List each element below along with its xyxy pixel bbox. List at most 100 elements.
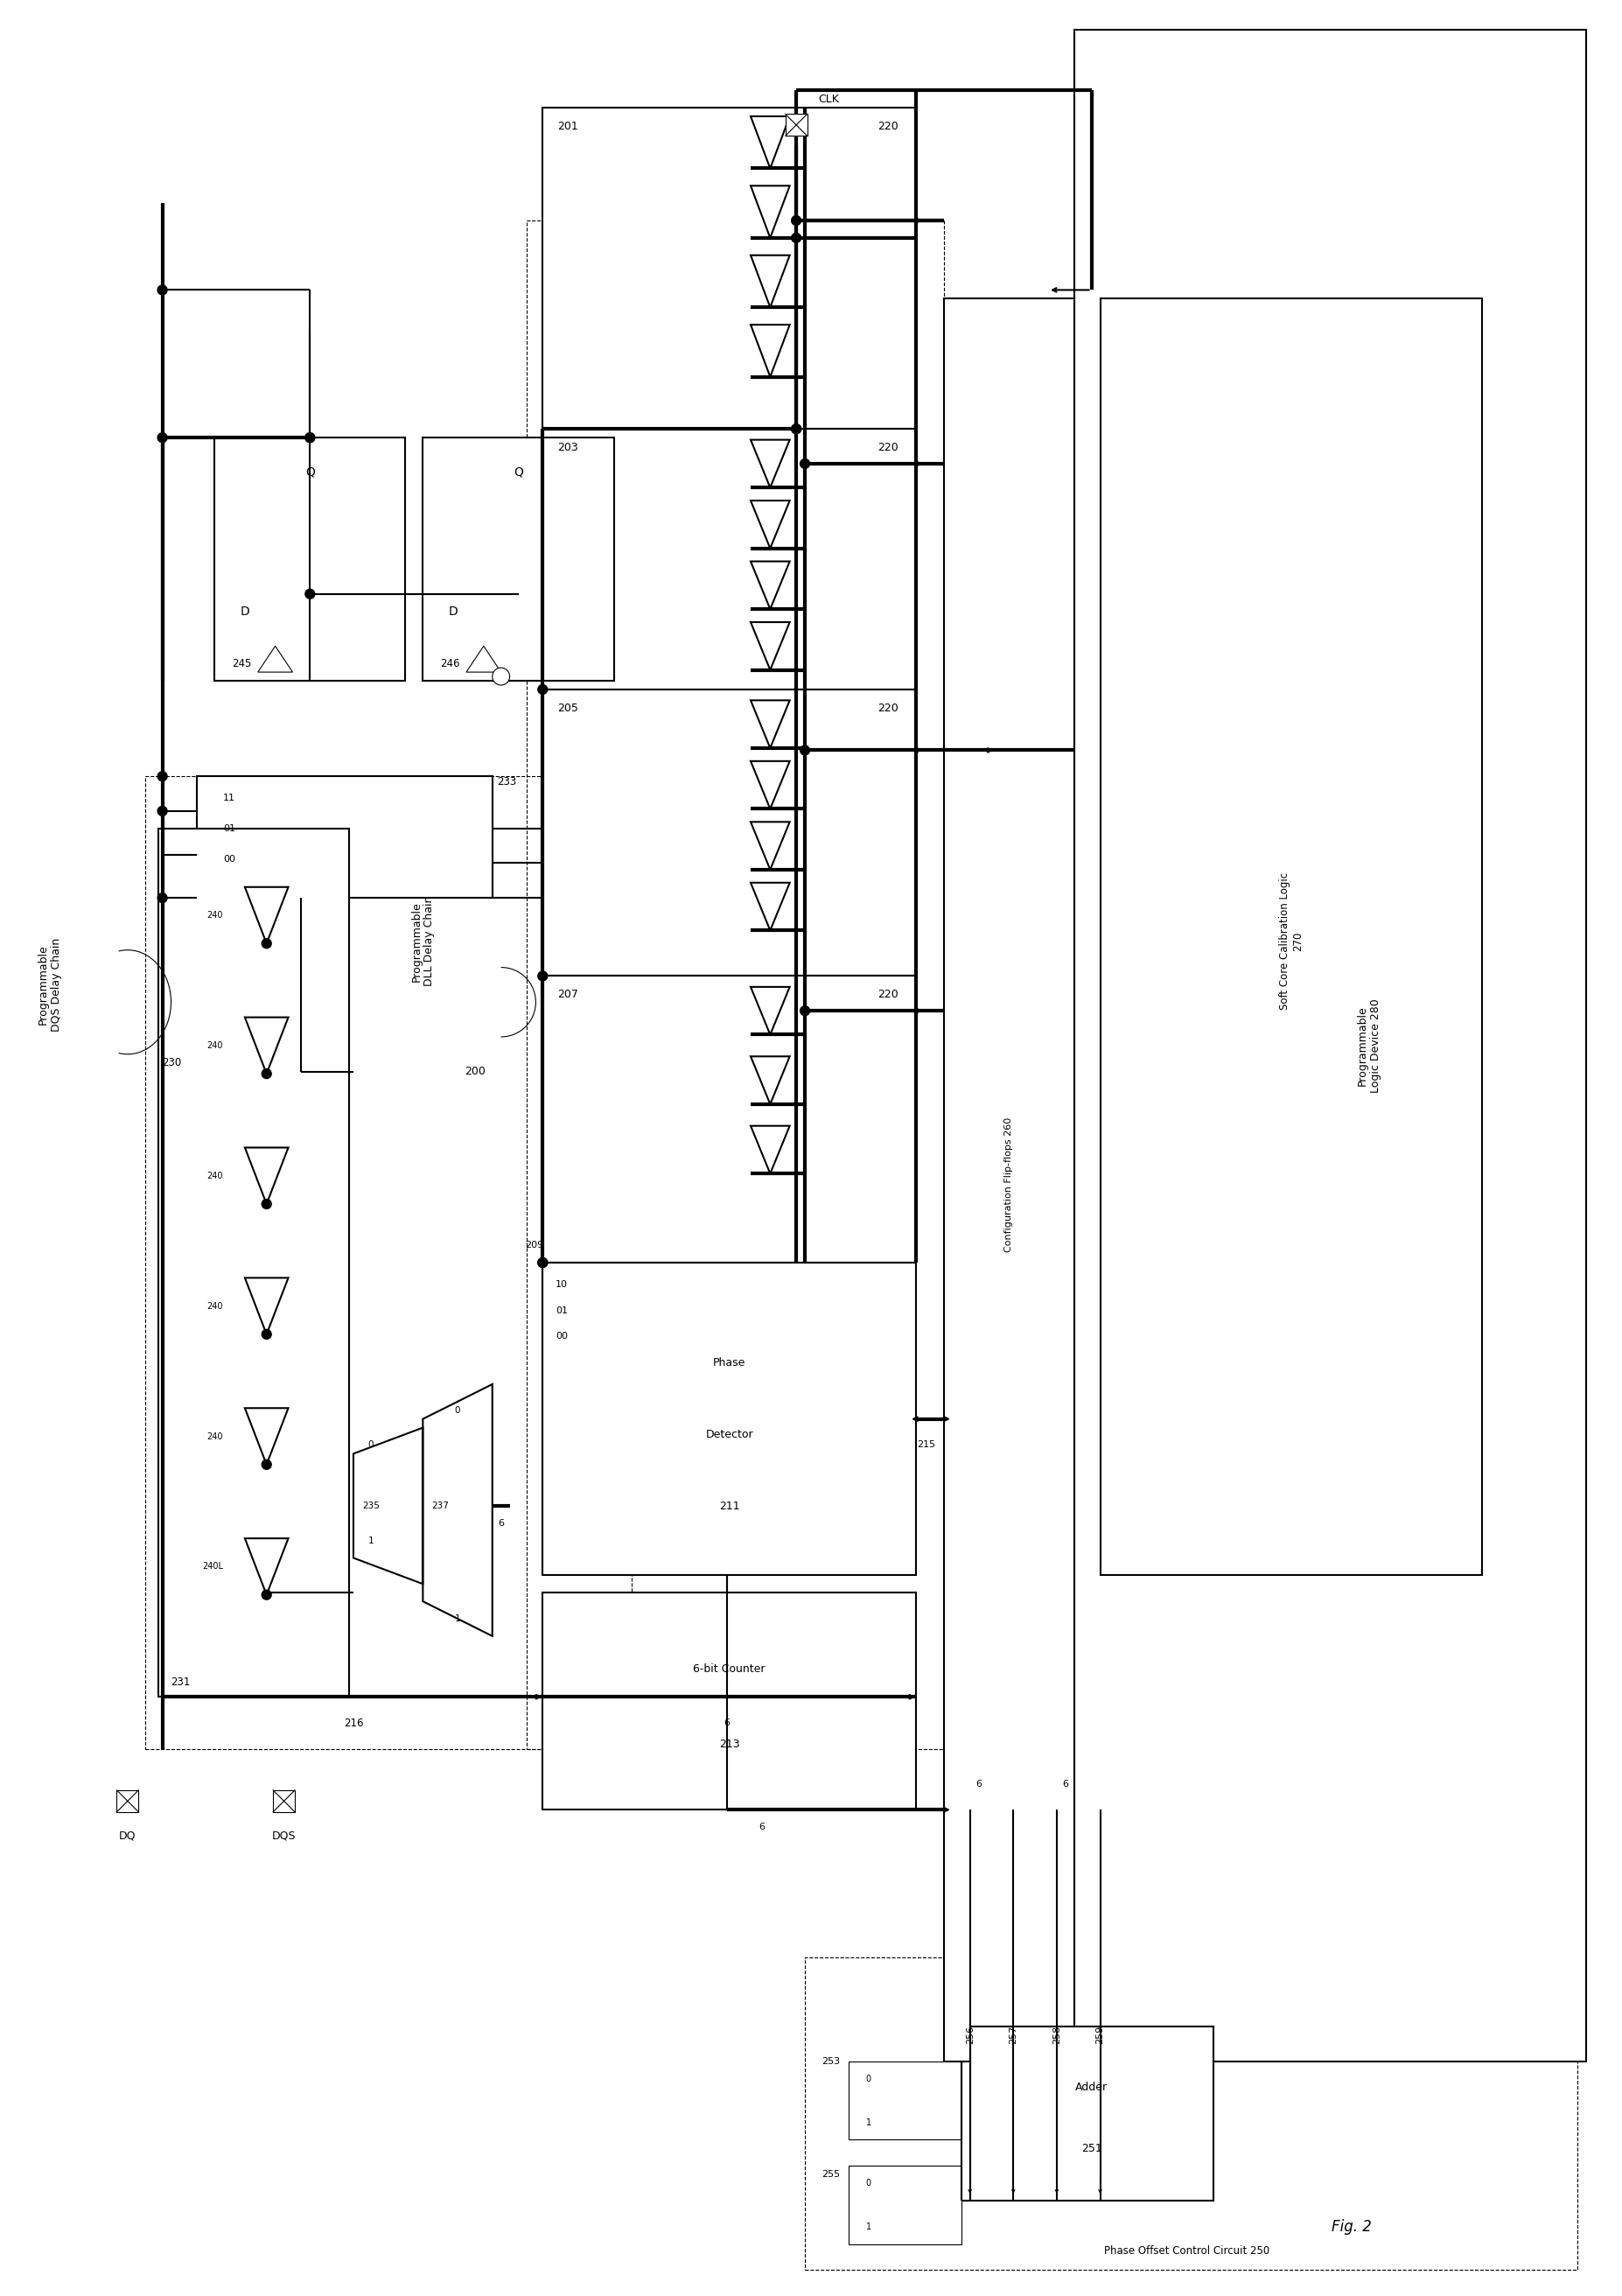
Text: 251: 251 — [1082, 2142, 1101, 2154]
Text: Detector: Detector — [706, 1428, 753, 1440]
Circle shape — [539, 684, 548, 693]
Circle shape — [539, 1258, 548, 1267]
Text: 6: 6 — [759, 1823, 764, 1832]
Text: Phase: Phase — [714, 1357, 746, 1368]
Bar — [944, 298, 1074, 2062]
Circle shape — [539, 971, 548, 980]
Text: 6: 6 — [723, 1717, 730, 1727]
Circle shape — [539, 1258, 548, 1267]
Bar — [848, 2062, 962, 2140]
Text: 01: 01 — [556, 1306, 568, 1316]
Text: 240: 240 — [208, 1433, 224, 1440]
Text: 255: 255 — [821, 2170, 840, 2179]
Bar — [543, 689, 916, 976]
Text: 220: 220 — [878, 990, 899, 1001]
Text: Phase Offset Control Circuit 250: Phase Offset Control Circuit 250 — [1105, 2245, 1270, 2257]
Text: 211: 211 — [719, 1502, 740, 1513]
Text: 256: 256 — [965, 2025, 975, 2043]
Bar — [144, 776, 631, 1750]
Circle shape — [261, 1329, 271, 1339]
Text: 240L: 240L — [203, 1561, 224, 1570]
Text: 1: 1 — [368, 1536, 373, 1545]
Text: 240: 240 — [208, 912, 224, 921]
Circle shape — [800, 1006, 809, 1015]
Circle shape — [157, 434, 167, 443]
Text: DQ: DQ — [118, 1830, 136, 1841]
Text: 6: 6 — [1062, 1779, 1069, 1789]
Text: Soft Core Calibration Logic
270: Soft Core Calibration Logic 270 — [1278, 872, 1304, 1010]
Bar — [1100, 298, 1483, 1575]
Text: 01: 01 — [224, 824, 235, 833]
Bar — [543, 976, 916, 1263]
Text: 216: 216 — [344, 1717, 363, 1729]
Text: 220: 220 — [878, 703, 899, 714]
Text: 209: 209 — [526, 1240, 543, 1249]
Circle shape — [157, 285, 167, 294]
Text: 240: 240 — [208, 1171, 224, 1180]
Text: 230: 230 — [162, 1056, 182, 1068]
Text: 201: 201 — [558, 122, 577, 131]
Bar — [805, 1958, 1578, 2271]
Text: 6: 6 — [975, 1779, 981, 1789]
Text: 11: 11 — [224, 794, 235, 801]
Circle shape — [800, 746, 809, 755]
Text: 207: 207 — [558, 990, 579, 1001]
Text: 240: 240 — [208, 1302, 224, 1311]
Bar — [785, 115, 808, 135]
Text: 233: 233 — [496, 776, 516, 788]
Text: 235: 235 — [362, 1502, 380, 1511]
Text: Programmable
DLL Delay Chain: Programmable DLL Delay Chain — [410, 895, 435, 987]
Circle shape — [261, 939, 271, 948]
Circle shape — [792, 425, 801, 434]
Text: 220: 220 — [878, 441, 899, 452]
Circle shape — [261, 1591, 271, 1600]
Text: Q: Q — [514, 466, 524, 478]
Bar — [543, 1263, 916, 1575]
Circle shape — [157, 806, 167, 815]
Text: 253: 253 — [821, 2057, 840, 2066]
Text: 0: 0 — [866, 2179, 871, 2188]
Bar — [117, 1791, 138, 1812]
Text: 00: 00 — [224, 854, 235, 863]
Circle shape — [305, 434, 315, 443]
Circle shape — [493, 668, 509, 684]
Bar — [214, 439, 406, 682]
Text: Fig. 2: Fig. 2 — [1332, 2218, 1372, 2234]
Bar — [527, 220, 944, 1750]
Text: 245: 245 — [232, 657, 251, 668]
Text: 213: 213 — [719, 1738, 740, 1750]
Text: 0: 0 — [866, 2076, 871, 2082]
Bar — [543, 1593, 916, 1809]
Circle shape — [261, 1070, 271, 1079]
Text: 203: 203 — [558, 441, 577, 452]
Text: Adder: Adder — [1075, 2082, 1108, 2094]
Circle shape — [792, 234, 801, 243]
Text: 1: 1 — [454, 1614, 461, 1623]
Text: CLK: CLK — [817, 94, 839, 106]
Circle shape — [261, 1460, 271, 1469]
Text: 258: 258 — [1053, 2025, 1061, 2043]
Text: 200: 200 — [464, 1065, 485, 1077]
Text: 0: 0 — [368, 1440, 373, 1449]
Text: DQS: DQS — [272, 1830, 295, 1841]
Bar — [1074, 30, 1586, 2062]
Text: 257: 257 — [1009, 2025, 1017, 2043]
Bar — [543, 108, 916, 429]
Text: 1: 1 — [866, 2223, 871, 2232]
Circle shape — [157, 771, 167, 781]
Text: Q: Q — [305, 466, 315, 478]
Circle shape — [305, 434, 315, 443]
Text: D: D — [240, 606, 250, 618]
Circle shape — [305, 590, 315, 599]
Text: 246: 246 — [440, 657, 461, 668]
Text: 231: 231 — [170, 1676, 191, 1688]
Bar — [198, 776, 493, 898]
Circle shape — [800, 459, 809, 468]
Text: Configuration Flip-flops 260: Configuration Flip-flops 260 — [1004, 1116, 1014, 1251]
Bar — [848, 2165, 962, 2243]
Bar — [157, 829, 349, 1697]
Bar — [970, 2027, 1213, 2200]
Text: 259: 259 — [1096, 2025, 1105, 2043]
Circle shape — [157, 893, 167, 902]
Bar — [423, 439, 613, 682]
